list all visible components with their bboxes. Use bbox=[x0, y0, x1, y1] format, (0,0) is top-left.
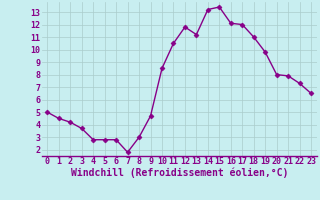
X-axis label: Windchill (Refroidissement éolien,°C): Windchill (Refroidissement éolien,°C) bbox=[70, 168, 288, 178]
